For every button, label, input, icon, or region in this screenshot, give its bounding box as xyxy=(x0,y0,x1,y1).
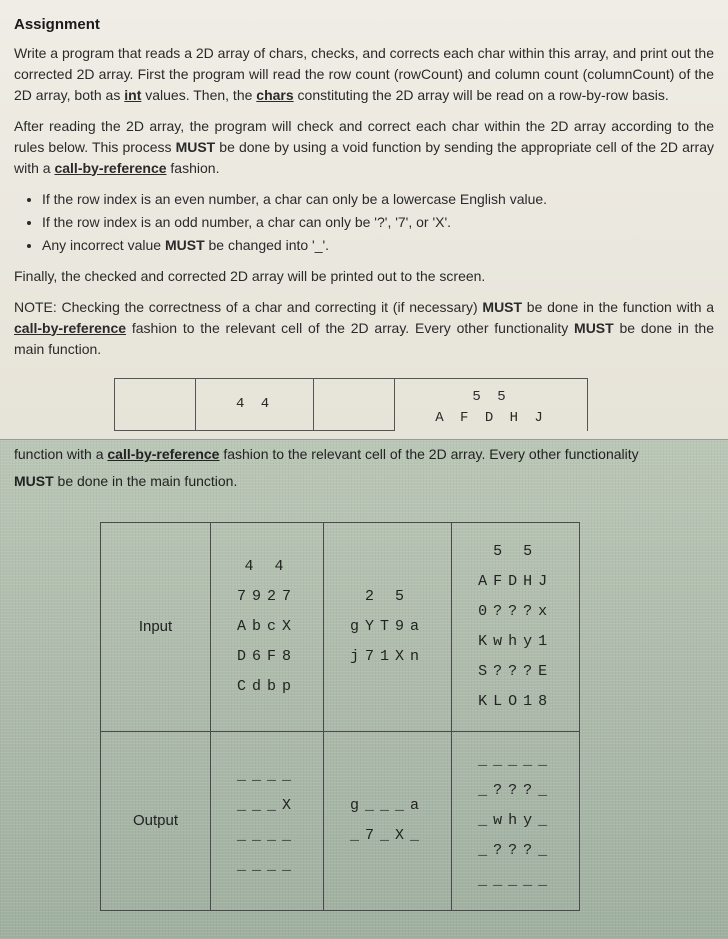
para2-c: fashion. xyxy=(167,160,220,176)
partial-table-top: 4 4 5 5 A F D H J xyxy=(114,378,588,432)
para2-cbr: call-by-reference xyxy=(54,160,166,176)
rule-3: Any incorrect value MUST be changed into… xyxy=(42,235,714,256)
partial-c2 xyxy=(314,378,395,431)
assignment-heading: Assignment xyxy=(14,14,714,37)
para1-chars: chars xyxy=(256,87,293,103)
table-row-input: Input 4 4 7927 AbcX D6F8 Cdbp 2 5 gYT9a … xyxy=(101,523,580,732)
scan-lead-cbr: call-by-reference xyxy=(107,446,219,462)
assignment-para4: NOTE: Checking the correctness of a char… xyxy=(14,297,714,360)
para4-b: be done in the function with a xyxy=(522,299,714,315)
para1-c: constituting the 2D array will be read o… xyxy=(294,87,669,103)
scan-must: MUST be done in the main function. xyxy=(14,471,714,492)
para4-c: fashion to the relevant cell of the 2D a… xyxy=(126,320,574,336)
rules-list: If the row index is an even number, a ch… xyxy=(42,189,714,256)
para4-must2: MUST xyxy=(574,320,614,336)
para4-must: MUST xyxy=(482,299,522,315)
para2-must: MUST xyxy=(176,139,216,155)
para1-b: values. Then, the xyxy=(141,87,256,103)
rule-1: If the row index is an even number, a ch… xyxy=(42,189,714,210)
rule-3a: Any incorrect value xyxy=(42,237,165,253)
assignment-top: Assignment Write a program that reads a … xyxy=(0,0,728,440)
scan-section: function with a call-by-reference fashio… xyxy=(0,440,728,939)
partial-c3b: A F D H J xyxy=(395,408,588,431)
para4-a: NOTE: Checking the correctness of a char… xyxy=(14,299,482,315)
io-table: Input 4 4 7927 AbcX D6F8 Cdbp 2 5 gYT9a … xyxy=(100,522,580,911)
output-col1: ____ ___X ____ ____ xyxy=(211,732,324,911)
assignment-para2: After reading the 2D array, the program … xyxy=(14,116,714,179)
scan-lead-a: function with a xyxy=(14,446,107,462)
scan-lead-b: fashion to the relevant cell of the 2D a… xyxy=(219,446,638,462)
rule-3b: be changed into '_'. xyxy=(205,237,329,253)
partial-c1: 4 4 xyxy=(196,378,314,431)
rule-3-must: MUST xyxy=(165,237,205,253)
input-col1: 4 4 7927 AbcX D6F8 Cdbp xyxy=(211,523,324,732)
rule-2: If the row index is an odd number, a cha… xyxy=(42,212,714,233)
input-label: Input xyxy=(101,523,211,732)
input-col3: 5 5 AFDHJ 0???x Kwhy1 S???E KLO18 xyxy=(452,523,580,732)
para1-int: int xyxy=(124,87,141,103)
assignment-para3: Finally, the checked and corrected 2D ar… xyxy=(14,266,714,287)
partial-rowhdr xyxy=(115,378,196,431)
table-row-output: Output ____ ___X ____ ____ g___a _7_X_ _… xyxy=(101,732,580,911)
para4-cbr: call-by-reference xyxy=(14,320,126,336)
output-label: Output xyxy=(101,732,211,911)
assignment-para1: Write a program that reads a 2D array of… xyxy=(14,43,714,106)
output-col2: g___a _7_X_ xyxy=(324,732,452,911)
scan-must-b: be done in the main function. xyxy=(54,473,238,489)
partial-c3a: 5 5 xyxy=(395,378,588,408)
input-col2: 2 5 gYT9a j71Xn xyxy=(324,523,452,732)
scan-must-a: MUST xyxy=(14,473,54,489)
output-col3: _____ _???_ _why_ _???_ _____ xyxy=(452,732,580,911)
scan-lead: function with a call-by-reference fashio… xyxy=(14,444,714,465)
